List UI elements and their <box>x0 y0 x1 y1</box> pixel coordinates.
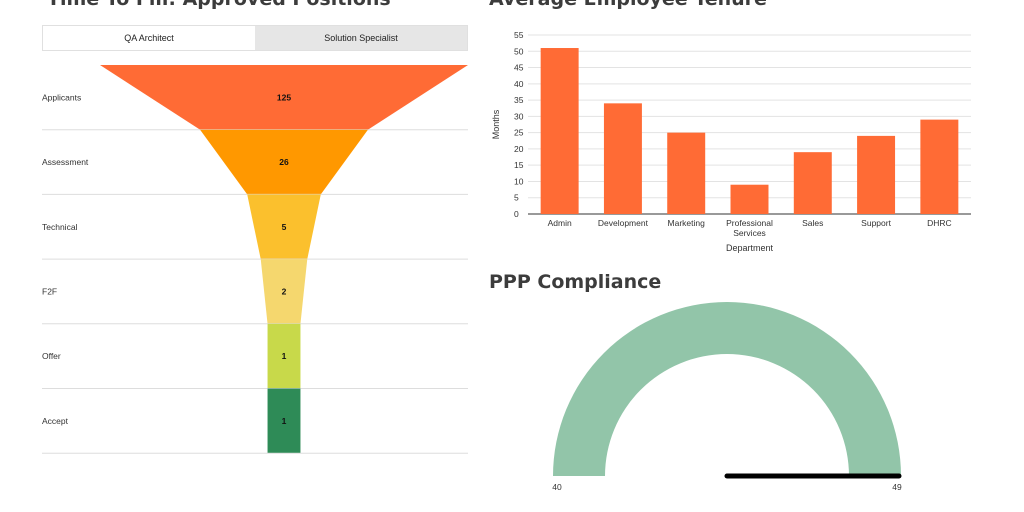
time-to-fill-title: Time To Fill: Approved Positions <box>47 0 391 10</box>
y-tick-label: 40 <box>514 79 524 89</box>
tenure-bar <box>540 48 579 214</box>
tab-qa-architect[interactable]: QA Architect <box>43 26 255 50</box>
tenure-title: Average Employee Tenure <box>489 0 767 10</box>
y-tick-label: 45 <box>514 63 524 73</box>
funnel-stage-label: Offer <box>42 351 61 361</box>
y-tick-label: 25 <box>514 128 524 138</box>
funnel-stage-label: Applicants <box>42 92 81 102</box>
y-tick-label: 50 <box>514 46 524 56</box>
x-tick-label: Support <box>861 218 891 228</box>
funnel-segment <box>267 388 301 454</box>
y-tick-label: 30 <box>514 111 524 121</box>
funnel-segment <box>247 194 321 260</box>
tenure-bar <box>920 119 959 214</box>
tenure-bar <box>603 103 642 214</box>
funnel-segment <box>200 129 368 195</box>
x-tick-label: Professional Services <box>726 218 773 238</box>
y-tick-label: 10 <box>514 176 524 186</box>
funnel-stage-label: F2F <box>42 286 57 296</box>
gauge-arc <box>553 302 901 476</box>
y-tick-label: 15 <box>514 160 524 170</box>
funnel-stage-label: Assessment <box>42 157 89 167</box>
tenure-bar <box>667 132 706 214</box>
x-tick-label: Marketing <box>668 218 706 228</box>
x-tick-label: Sales <box>802 218 823 228</box>
tenure-bar <box>857 135 896 214</box>
ppp-gauge-chart: 40 49 <box>552 302 902 492</box>
funnel-stage-value: 125 <box>277 92 291 102</box>
ppp-title: PPP Compliance <box>489 271 662 293</box>
gauge-min-label: 40 <box>552 482 562 492</box>
y-tick-label: 5 <box>514 193 519 203</box>
tenure-bar-chart: 0 5 10 15 20 25 30 35 40 45 50 55 Admin Development Ma… <box>491 30 971 253</box>
y-tick-label: 55 <box>514 30 524 40</box>
y-tick-label: 20 <box>514 144 524 154</box>
funnel-segment <box>260 259 308 324</box>
x-tick-label: Admin <box>548 218 572 228</box>
funnel-stage-label: Technical <box>42 222 78 232</box>
y-tick-label: 35 <box>514 95 524 105</box>
tenure-bar <box>793 152 832 214</box>
x-axis-title: Department <box>726 243 774 253</box>
x-tick-label: DHRC <box>927 218 952 228</box>
funnel-stage-value: 26 <box>279 157 289 167</box>
gauge-max-label: 49 <box>892 482 902 492</box>
funnel-stage-value: 2 <box>282 286 287 296</box>
funnel-stage-value: 1 <box>282 351 287 361</box>
x-tick-label: Development <box>598 218 649 228</box>
tenure-bar <box>730 184 769 214</box>
hiring-funnel-chart: Applicants 125 Assessment 26 Technical 5 F2F 2 O… <box>42 65 468 454</box>
funnel-segment <box>100 65 468 130</box>
y-tick-label: 0 <box>514 209 519 219</box>
y-axis-title: Months <box>491 109 501 139</box>
funnel-stage-value: 1 <box>282 416 287 426</box>
position-tabs: QA Architect Solution Specialist <box>42 25 468 51</box>
funnel-segment <box>267 323 301 389</box>
funnel-stage-label: Accept <box>42 416 69 426</box>
funnel-stage-value: 5 <box>282 222 287 232</box>
tab-solution-specialist[interactable]: Solution Specialist <box>324 33 398 43</box>
